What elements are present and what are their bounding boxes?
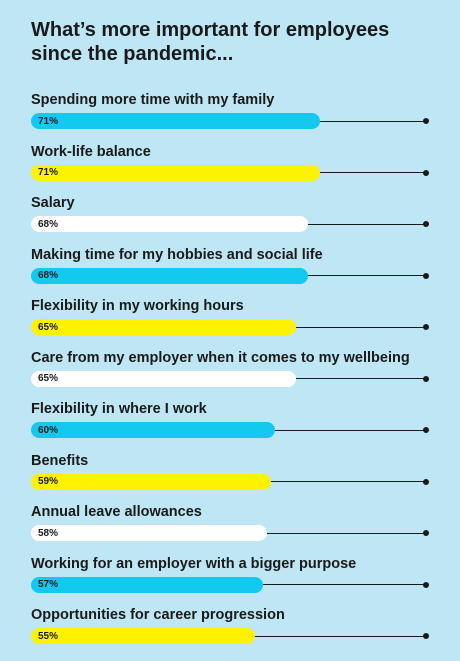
bar — [31, 319, 296, 335]
bar-row: Care from my employer when it comes to m… — [0, 350, 460, 390]
leader-line — [304, 275, 426, 277]
category-label: Spending more time with my family — [31, 92, 275, 108]
bar-value-label: 55% — [38, 630, 59, 642]
leader-line — [263, 532, 426, 534]
leader-end-dot — [423, 221, 429, 227]
leader-end-dot — [423, 478, 429, 485]
bar-value-label: 68% — [38, 218, 59, 230]
category-label: Opportunities for career progression — [31, 607, 285, 623]
category-label: Work-life balance — [31, 143, 151, 160]
leader-line — [251, 635, 426, 637]
leader-line — [292, 378, 426, 380]
leader-end-dot — [423, 530, 429, 536]
leader-end-dot — [423, 633, 429, 639]
category-label: Flexibility in where I work — [31, 401, 207, 417]
bar-row: Annual leave allowances 58% — [0, 504, 460, 544]
leader-line — [259, 584, 426, 586]
leader-line — [316, 172, 426, 174]
chart-title: What’s more important for employees sinc… — [31, 19, 390, 65]
bar-value-label: 68% — [38, 270, 59, 281]
leader-end-dot — [423, 427, 429, 433]
bar — [31, 216, 308, 232]
leader-end-dot — [423, 118, 429, 124]
bar-row: Benefits 59% — [0, 453, 460, 493]
category-label: Flexibility in my working hours — [31, 298, 244, 314]
bar — [31, 525, 267, 541]
category-label: Care from my employer when it comes to m… — [31, 349, 410, 366]
category-label: Working for an employer with a bigger pu… — [31, 555, 357, 572]
bar-value-label: 65% — [38, 373, 59, 384]
leader-line — [292, 326, 426, 328]
leader-end-dot — [423, 272, 429, 279]
bar-value-label: 60% — [38, 424, 59, 436]
bar-row: Work-life balance 71% — [0, 144, 460, 184]
bar-row: Flexibility in my working hours 65% — [0, 298, 460, 338]
bar — [31, 628, 255, 644]
bar-value-label: 65% — [38, 321, 59, 333]
leader-end-dot — [423, 324, 429, 330]
category-label: Benefits — [31, 452, 89, 469]
bar — [31, 473, 271, 490]
bar — [31, 267, 308, 284]
leader-line — [316, 120, 426, 122]
leader-end-dot — [423, 581, 429, 588]
leader-line — [271, 429, 426, 431]
bar-row: Opportunities for career progression 55% — [0, 607, 460, 647]
category-label: Making time for my hobbies and social li… — [31, 246, 323, 263]
leader-end-dot — [423, 375, 429, 382]
bar-value-label: 59% — [38, 476, 59, 487]
bar-value-label: 71% — [38, 167, 59, 178]
leader-end-dot — [423, 169, 429, 176]
bar — [31, 370, 296, 387]
bar-row: Making time for my hobbies and social li… — [0, 247, 460, 287]
category-label: Annual leave allowances — [31, 504, 202, 520]
bar-row: Salary 68% — [0, 195, 460, 235]
bar-value-label: 57% — [38, 579, 59, 590]
bar-value-label: 58% — [38, 527, 59, 539]
bar — [31, 113, 320, 129]
leader-line — [304, 223, 426, 225]
bar — [31, 422, 275, 438]
category-label: Salary — [31, 195, 75, 211]
bar — [31, 576, 263, 593]
leader-line — [267, 481, 426, 483]
bar-row: Flexibility in where I work 60% — [0, 401, 460, 441]
bar-row: Working for an employer with a bigger pu… — [0, 556, 460, 596]
bar-row: Spending more time with my family 71% — [0, 92, 460, 132]
bar-value-label: 71% — [38, 115, 59, 127]
bar — [31, 164, 320, 181]
